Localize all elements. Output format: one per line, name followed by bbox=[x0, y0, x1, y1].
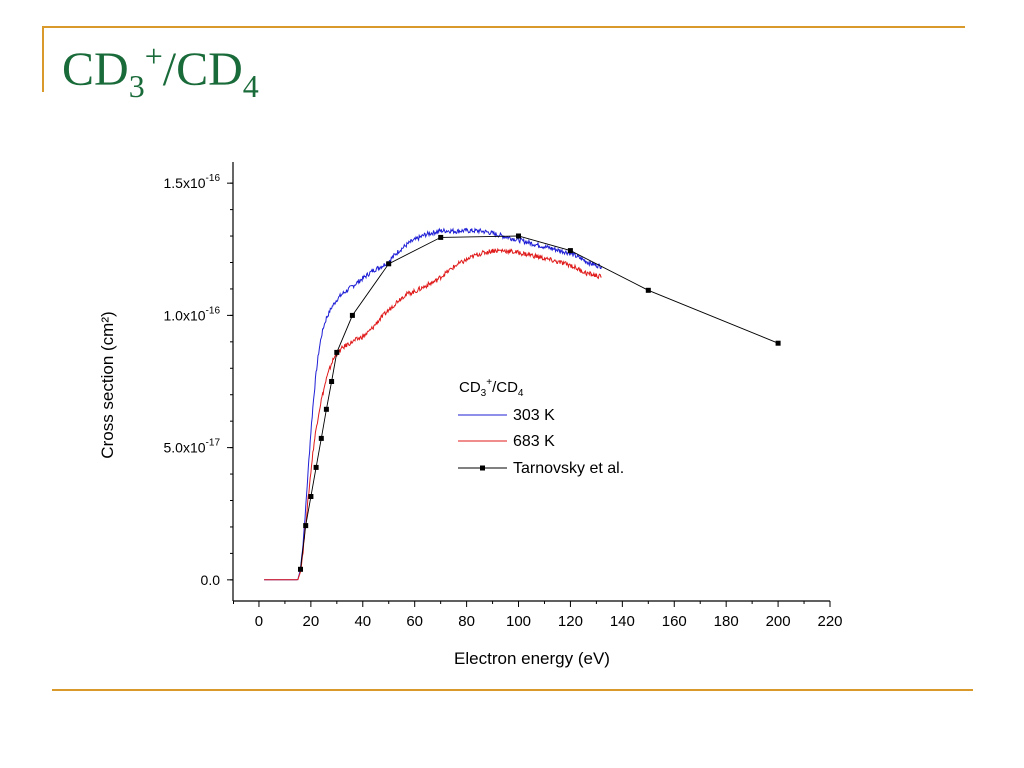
data-point-tarnovsky bbox=[323, 406, 329, 412]
y-tick-label: 1.0x10-16 bbox=[164, 305, 221, 323]
title-superscript: + bbox=[144, 38, 163, 74]
x-tick-label: 180 bbox=[714, 613, 739, 630]
y-tick-label: 1.5x10-16 bbox=[164, 173, 221, 191]
series-layer bbox=[264, 227, 781, 581]
data-point-tarnovsky bbox=[298, 566, 303, 572]
x-tick-label: 40 bbox=[354, 613, 371, 630]
x-tick-label: 140 bbox=[610, 613, 635, 630]
x-tick-label: 60 bbox=[406, 613, 423, 630]
x-tick-label: 100 bbox=[506, 613, 531, 630]
bottom-rule bbox=[52, 689, 973, 691]
data-point-tarnovsky bbox=[645, 287, 651, 293]
data-point-tarnovsky bbox=[386, 261, 392, 267]
data-point-tarnovsky bbox=[334, 349, 340, 355]
legend-title: CD3+/CD4 bbox=[459, 377, 524, 399]
data-point-tarnovsky bbox=[303, 523, 309, 529]
title-part: /CD bbox=[162, 43, 243, 96]
data-point-tarnovsky bbox=[516, 233, 521, 239]
data-point-tarnovsky bbox=[313, 464, 319, 470]
legend-swatch-marker bbox=[480, 465, 485, 471]
series-line-303-k bbox=[264, 227, 603, 581]
x-tick-label: 120 bbox=[558, 613, 583, 630]
x-tick-label: 0 bbox=[255, 613, 263, 630]
legend-label: 683 K bbox=[513, 433, 555, 450]
x-tick-label: 220 bbox=[817, 613, 842, 630]
data-point-tarnovsky bbox=[308, 494, 314, 499]
legend-label: Tarnovsky et al. bbox=[513, 460, 624, 477]
legend: CD3+/CD4 303 K 683 K Tarnovsky et al. bbox=[458, 377, 624, 477]
left-rule bbox=[42, 26, 44, 92]
legend-label: 303 K bbox=[513, 407, 555, 424]
series-line-tarnovsky bbox=[300, 235, 779, 570]
data-point-tarnovsky bbox=[349, 312, 355, 318]
data-point-tarnovsky bbox=[329, 379, 335, 384]
x-tick-label: 80 bbox=[458, 613, 475, 630]
axes: 0 20 40 60 80 100 120 140 160 180 200 220 0.0 5.0x10-… bbox=[164, 162, 843, 630]
y-tick-label: 5.0x10-17 bbox=[164, 438, 221, 456]
x-tick-label: 160 bbox=[662, 613, 687, 630]
x-tick-label: 200 bbox=[766, 613, 791, 630]
slide-title: CD3+/CD4 bbox=[62, 40, 259, 102]
data-point-tarnovsky bbox=[438, 234, 444, 240]
y-tick-label: 0.0 bbox=[201, 572, 221, 588]
title-part: CD bbox=[62, 43, 129, 96]
data-point-tarnovsky bbox=[775, 340, 781, 346]
y-axis-label: Cross section (cm²) bbox=[98, 311, 117, 458]
title-subscript: 3 bbox=[128, 68, 145, 104]
axis-labels: Electron energy (eV) Cross section (cm²) bbox=[98, 311, 610, 668]
title-subscript: 4 bbox=[242, 68, 259, 104]
x-axis-label: Electron energy (eV) bbox=[454, 649, 610, 668]
top-rule bbox=[42, 26, 965, 28]
data-point-tarnovsky bbox=[567, 248, 573, 254]
series-line-683-k bbox=[264, 247, 602, 581]
data-point-tarnovsky bbox=[318, 435, 324, 441]
x-tick-label: 20 bbox=[303, 613, 320, 630]
